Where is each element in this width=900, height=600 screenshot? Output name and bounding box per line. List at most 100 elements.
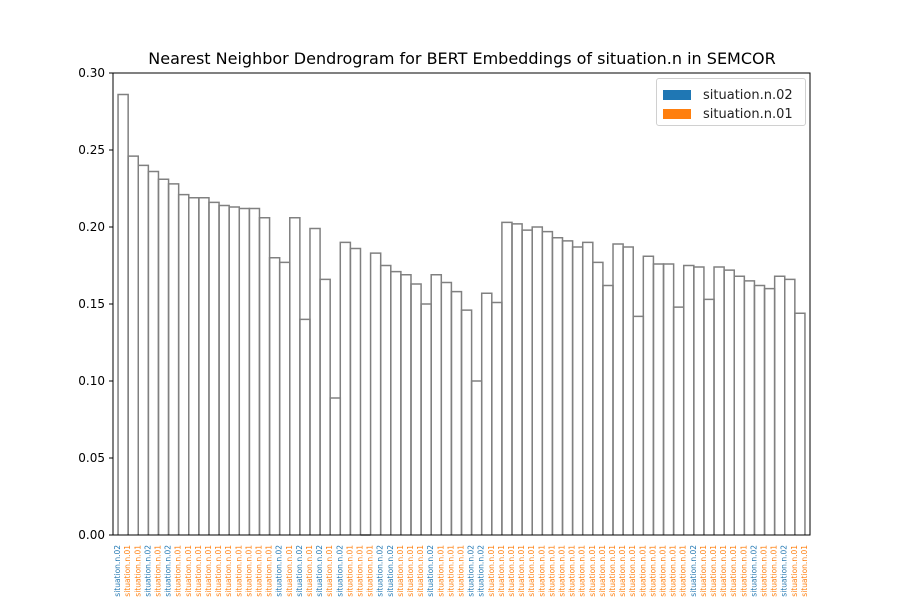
leaf-label: situation.n.01 (517, 545, 526, 597)
dendrogram-link (137, 164, 150, 535)
dendrogram-link (511, 223, 523, 535)
dendrogram-link (127, 155, 140, 535)
leaf-label: situation.n.02 (164, 545, 173, 597)
leaf-label: situation.n.01 (174, 545, 183, 597)
leaf-label: situation.n.02 (376, 545, 385, 597)
dendrogram-link (470, 380, 483, 535)
dendrogram-link (390, 270, 402, 535)
leaf-label: situation.n.01 (214, 545, 223, 597)
leaf-label: situation.n.01 (770, 545, 779, 597)
dendrogram-link (258, 217, 271, 535)
dendrogram-link (329, 397, 342, 535)
leaf-label: situation.n.01 (244, 545, 253, 597)
leaf-label: situation.n.01 (406, 545, 415, 597)
dendrogram-link (480, 292, 493, 535)
legend-entry: situation.n.01 (663, 107, 793, 122)
leaf-label: situation.n.01 (669, 545, 678, 597)
leaf-label: situation.n.01 (457, 545, 466, 597)
dendrogram-link (248, 207, 261, 535)
leaf-label: situation.n.01 (527, 545, 536, 597)
leaf-label: situation.n.01 (366, 545, 375, 597)
leaf-label: situation.n.02 (426, 545, 435, 597)
y-tick-label: 0.10 (78, 374, 105, 388)
leaf-label: situation.n.01 (558, 545, 567, 597)
dendrogram-link (551, 237, 564, 535)
leaf-label: situation.n.02 (477, 545, 486, 597)
leaf-label: situation.n.01 (638, 545, 647, 597)
leaf-label: situation.n.02 (749, 545, 758, 597)
leaf-label: situation.n.01 (618, 545, 627, 597)
dendrogram-link (369, 252, 382, 535)
dendrogram-links (117, 93, 806, 536)
leaf-label: situation.n.01 (598, 545, 607, 597)
leaf-label: situation.n.02 (780, 545, 789, 597)
leaf-label: situation.n.02 (335, 545, 344, 597)
dendrogram-link (157, 178, 170, 535)
leaf-label: situation.n.01 (254, 545, 263, 597)
dendrogram-link (713, 266, 725, 535)
leaf-label: situation.n.01 (487, 545, 496, 597)
dendrogram-link (783, 278, 796, 535)
y-tick-label: 0.00 (78, 528, 105, 542)
leaf-label: situation.n.01 (123, 545, 132, 597)
leaf-label: situation.n.02 (689, 545, 698, 597)
legend: situation.n.02 situation.n.01 (656, 78, 806, 126)
leaf-label: situation.n.01 (355, 545, 364, 597)
dendrogram-link (400, 273, 412, 535)
dendrogram-link (450, 290, 463, 535)
leaf-label: situation.n.01 (628, 545, 637, 597)
y-tick-label: 0.15 (78, 297, 105, 311)
dendrogram-link (309, 227, 321, 535)
leaf-label: situation.n.01 (497, 545, 506, 597)
leaf-label: situation.n.01 (537, 545, 546, 597)
dendrogram-link (581, 241, 594, 535)
legend-label: situation.n.02 (703, 87, 793, 103)
leaf-label: situation.n.01 (133, 545, 142, 597)
legend-swatch-blue (663, 90, 691, 100)
dendrogram-link (703, 298, 715, 535)
dendrogram-link (592, 261, 604, 535)
leaf-label: situation.n.02 (113, 545, 122, 597)
dendrogram-link (188, 196, 200, 535)
leaf-label: situation.n.01 (396, 545, 405, 597)
dendrogram-link (289, 217, 301, 535)
y-tick-label: 0.25 (78, 143, 105, 157)
dendrogram-link (177, 193, 190, 535)
leaf-label: situation.n.01 (709, 545, 718, 597)
dendrogram-link (501, 221, 513, 535)
dendrogram-link (753, 284, 766, 535)
dendrogram-link (794, 312, 806, 535)
dendrogram-link (410, 283, 422, 535)
leaf-label: situation.n.02 (467, 545, 476, 597)
dendrogram-link (541, 230, 554, 535)
y-tick-label: 0.30 (78, 66, 105, 80)
leaf-label: situation.n.02 (386, 545, 395, 597)
dendrogram-link (693, 266, 705, 535)
dendrogram-link (602, 284, 614, 535)
leaf-label: situation.n.01 (659, 545, 668, 597)
leaf-label: situation.n.01 (760, 545, 769, 597)
dendrogram-link (571, 246, 584, 535)
dendrogram-link (430, 273, 443, 535)
dendrogram-link (733, 275, 746, 535)
dendrogram-link (147, 170, 160, 535)
dendrogram-link (773, 275, 786, 535)
dendrogram-link (622, 246, 634, 535)
dendrogram-link (561, 240, 574, 535)
leaf-label: situation.n.01 (265, 545, 274, 597)
leaf-label: situation.n.01 (194, 545, 203, 597)
leaf-label: situation.n.01 (416, 545, 425, 597)
dendrogram-link (743, 280, 756, 535)
dendrogram-link (682, 264, 695, 535)
dendrogram-link (208, 201, 220, 535)
dendrogram-link (228, 206, 241, 535)
dendrogram-link (723, 269, 735, 535)
dendrogram-link (420, 303, 432, 535)
leaf-labels: situation.n.02 situation.n.01 situation.n.… (113, 545, 809, 597)
chart-title: Nearest Neighbor Dendrogram for BERT Emb… (148, 49, 775, 68)
leaf-label: situation.n.01 (608, 545, 617, 597)
leaf-label: situation.n.01 (699, 545, 708, 597)
dendrogram-link (612, 243, 624, 535)
dendrogram-link (349, 247, 362, 535)
